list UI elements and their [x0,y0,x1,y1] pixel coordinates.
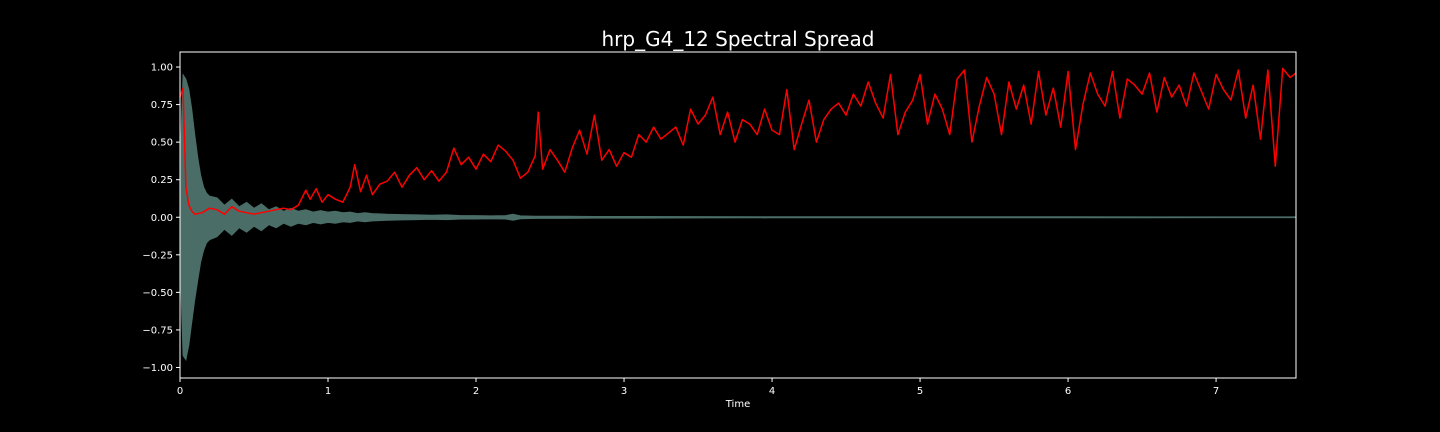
x-tick-label: 5 [917,386,923,397]
y-tick-label: 0.50 [151,138,173,149]
y-tick-label: 0.00 [151,213,173,224]
axes-frame [179,51,1297,379]
y-tick-label: −1.00 [142,363,173,374]
x-tick-label: 3 [621,386,627,397]
x-tick-label: 0 [177,386,183,397]
y-tick-label: 0.25 [151,175,173,186]
y-tick-label: 0.75 [151,100,173,111]
spectral-spread-line [179,67,1297,215]
x-tick-label: 6 [1065,386,1071,397]
chart-title: hrp_G4_12 Spectral Spread [602,27,875,51]
x-tick-label: 1 [325,386,331,397]
x-tick-label: 2 [473,386,479,397]
x-axis: 0 1 2 3 4 5 6 7 [177,378,1219,397]
x-tick-label: 7 [1213,386,1219,397]
y-tick-label: −0.25 [142,250,173,261]
y-tick-label: 1.00 [151,63,173,74]
y-axis: 1.00 0.75 0.50 0.25 0.00 −0.25 −0.50 −0.75 −1.00 [142,63,180,374]
y-tick-label: −0.75 [142,325,173,336]
y-tick-label: −0.50 [142,288,173,299]
x-tick-label: 4 [769,386,775,397]
x-axis-label: Time [725,399,750,410]
